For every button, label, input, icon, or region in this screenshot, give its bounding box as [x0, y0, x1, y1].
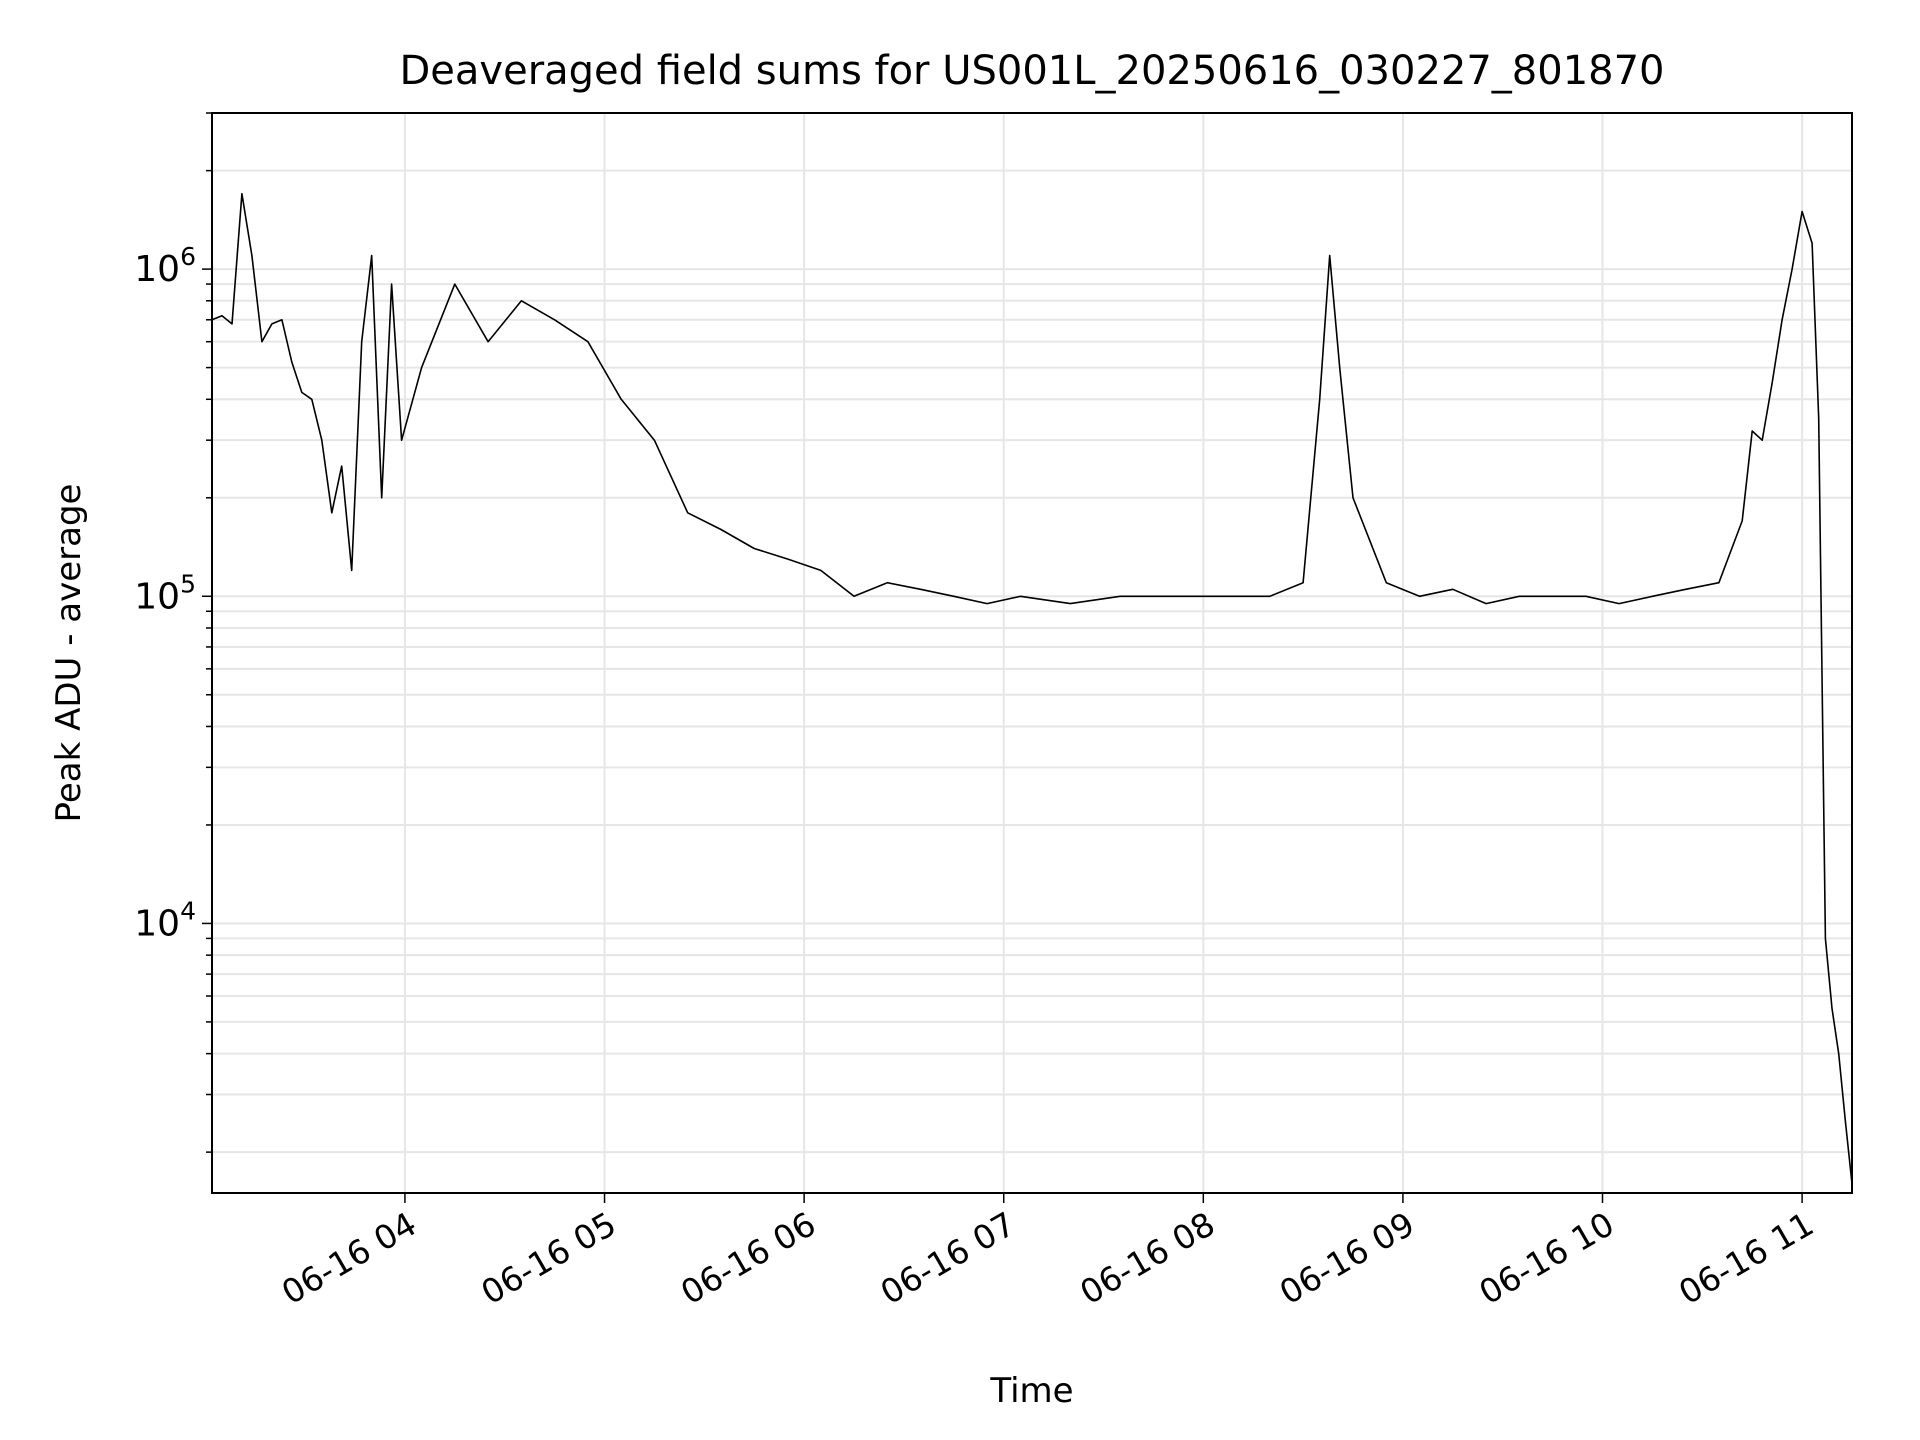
y-tick-label: 106: [134, 242, 196, 290]
series-layer: [211, 192, 1853, 1184]
y-tick-label: 104: [134, 896, 196, 944]
chart-title: Deaveraged field sums for US001L_2025061…: [400, 48, 1665, 94]
y-tick-label: 105: [134, 569, 196, 617]
y-axis-label: Peak ADU - average: [49, 484, 89, 823]
x-axis-label: Time: [989, 1371, 1073, 1411]
series-line: [211, 192, 1853, 1184]
y-axis: 104 105 106: [134, 112, 212, 1153]
plot-frame: [211, 112, 1853, 1194]
